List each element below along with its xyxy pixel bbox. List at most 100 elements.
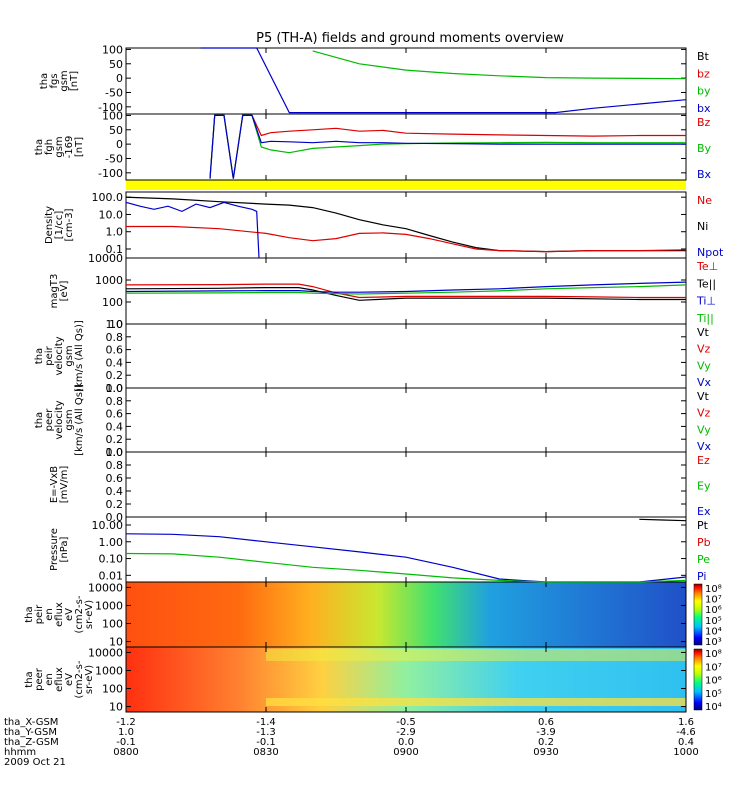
legend-pressure-2: Pe xyxy=(697,553,710,566)
y-tick-label: 1.00 xyxy=(99,536,124,549)
legend-fgs-3: bx xyxy=(697,102,711,115)
xaxis-tick-value: -1.3 xyxy=(256,727,276,738)
xaxis-tick-value: 1.6 xyxy=(678,717,694,728)
y-tick-label: 50 xyxy=(109,58,123,71)
y-tick-label: 0.6 xyxy=(106,344,124,357)
panel-peer_spec: 10000 1000 100 10 tha peer en eflux eV (cm2-s-sr-… xyxy=(24,646,687,714)
colorbar-strip xyxy=(693,648,703,711)
y-tick-label: 0.4 xyxy=(106,420,124,433)
panel-ylabel: sr-eV) xyxy=(84,600,95,629)
y-tick-label: 1.0 xyxy=(106,226,124,239)
y-tick-label: 10.00 xyxy=(92,519,124,532)
series-pressure-Pt xyxy=(639,518,687,522)
y-tick-label: 0.4 xyxy=(106,356,124,369)
y-tick-label: 100 xyxy=(102,296,123,309)
colorbar-label: 10⁸ xyxy=(705,649,722,660)
panel-ylabel: [nT] xyxy=(74,137,85,157)
panel-ylabel: tha xyxy=(24,606,35,622)
panel-ylabel: tha xyxy=(34,139,45,155)
xaxis-tick-value: -0.1 xyxy=(116,737,136,748)
y-tick-label: 0.1 xyxy=(106,243,124,256)
y-tick-label: 10.0 xyxy=(99,208,124,221)
legend-peir_v-0: Vt xyxy=(697,326,710,339)
y-tick-label: 0.0 xyxy=(106,446,124,459)
panel-frame xyxy=(125,451,687,518)
panel-frame xyxy=(125,47,687,115)
xaxis-tick-value: 0.0 xyxy=(398,737,414,748)
xaxis-tick-value: -2.9 xyxy=(396,727,416,738)
xaxis-tick-value: 0.6 xyxy=(538,717,554,728)
legend-density-1: Ni xyxy=(697,220,708,233)
colorbar-label: 10⁴ xyxy=(705,702,722,713)
legend-pressure-3: Pi xyxy=(697,570,706,583)
panel-ylabel: [km/s (All Qs)] xyxy=(74,320,85,392)
panel-ylabel: [1/cc] xyxy=(54,211,65,240)
xaxis-tick-value: -4.6 xyxy=(676,727,696,738)
y-tick-label: 10 xyxy=(109,636,123,649)
y-tick-label: 0.0 xyxy=(106,382,124,395)
panel-ylabel: gsm xyxy=(64,409,75,430)
panel-ylabel: tha xyxy=(34,348,45,364)
series-fgh-Bx xyxy=(209,114,686,179)
colorbar-label: 10⁴ xyxy=(705,626,722,637)
panel-fgs: 100 500-50 -100 tha fgs gsm [nT] Bt bz by bx xyxy=(39,43,711,115)
series-temp-Ti⊥ xyxy=(125,281,687,293)
panel-ylabel: [nT] xyxy=(69,71,80,91)
xaxis-tick-value: -0.1 xyxy=(256,737,276,748)
legend-fgh-1: By xyxy=(697,142,712,155)
legend-peir_v-1: Vz xyxy=(697,343,711,356)
panel-ylabel: [nPa] xyxy=(59,536,70,562)
y-tick-label: -100 xyxy=(98,167,123,180)
y-tick-label: 100 xyxy=(102,43,123,56)
panel-ylabel: gsm xyxy=(64,345,75,366)
y-tick-label: 10 xyxy=(109,701,123,714)
y-tick-label: 0.6 xyxy=(106,472,124,485)
legend-peer_v-1: Vz xyxy=(697,407,711,420)
legend-density-0: Ne xyxy=(697,194,712,207)
y-tick-label: 100 xyxy=(102,618,123,631)
panel-peir_spec: 10000 1000 100 10 tha peir en eflux eV (cm2-s-sr-… xyxy=(24,581,687,649)
y-tick-label: 0.10 xyxy=(99,553,124,566)
panel-ylabel: Density xyxy=(44,206,55,244)
panel-ylabel: fgh xyxy=(44,139,55,155)
legend-peer_v-3: Vx xyxy=(697,440,712,453)
panel-ylabel: [eV] xyxy=(59,281,70,302)
legend-fgh-2: Bx xyxy=(697,168,712,181)
y-tick-label: 1000 xyxy=(95,274,123,287)
series-density-Ni xyxy=(125,196,686,253)
panel-ylabel: eV xyxy=(64,673,75,686)
legend-temp-3: Ti|| xyxy=(696,312,714,325)
y-tick-label: -50 xyxy=(105,152,123,165)
y-tick-label: 0.4 xyxy=(106,485,124,498)
xaxis-row-label: 2009 Oct 21 xyxy=(4,757,66,768)
y-tick-label: 0 xyxy=(116,72,123,85)
colorbar-label: 10⁵ xyxy=(705,689,722,700)
y-tick-label: 0.2 xyxy=(106,369,124,382)
legend-fgs-2: by xyxy=(697,85,711,98)
colorbar-label: 10³ xyxy=(705,637,722,648)
y-tick-label: -100 xyxy=(98,101,123,114)
panel-density: 100.0 10.0 1.0 0.1 Density [1/cc] [cm-3] Ne Ni Np… xyxy=(44,191,724,259)
legend-fgs-0: Bt xyxy=(697,50,710,63)
legend-temp-2: Ti⊥ xyxy=(696,295,716,308)
panel-ylabel: (cm2-s- xyxy=(74,595,85,633)
spectrogram-lowenergy-band xyxy=(266,698,686,706)
xaxis-tick-value: 0800 xyxy=(113,747,138,758)
y-tick-label: 0.2 xyxy=(106,433,124,446)
panel-ylabel: fgs xyxy=(49,73,60,88)
series-temp-Te|| xyxy=(125,287,686,301)
series-density-Npot xyxy=(125,201,260,259)
panel-ylabel: gsm xyxy=(54,136,65,157)
panel-ylabel: E=-VxB xyxy=(49,466,60,503)
colorbar-label: 10⁸ xyxy=(705,584,722,595)
spectrogram-peir_spec xyxy=(126,582,686,647)
panel-frame xyxy=(125,323,687,389)
y-tick-label: 0.6 xyxy=(106,408,124,421)
panel-ylabel: peer xyxy=(44,408,55,432)
